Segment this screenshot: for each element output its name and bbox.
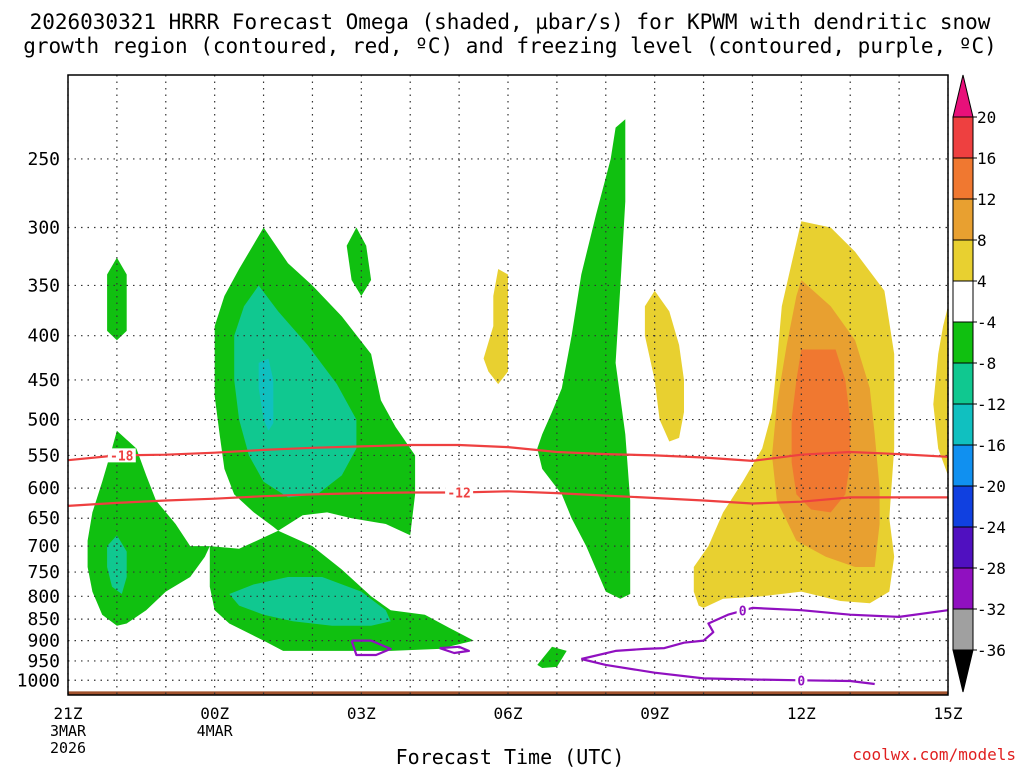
colorbar-swatch-1	[952, 157, 974, 200]
y-tick-label-950: 950	[27, 651, 60, 672]
colorbar-swatch-9	[952, 485, 974, 528]
x-tick-label-12Z: 12Z	[787, 704, 816, 723]
contour-freezing-level-east	[581, 606, 949, 661]
contour-label-dgz-minus12: -12	[447, 487, 470, 502]
y-tick-label-700: 700	[27, 536, 60, 557]
x-tick-label-21Z: 21Z	[54, 704, 83, 723]
y-tick-label-800: 800	[27, 586, 60, 607]
colorbar: 20 16 12 8 4 -4 -8 -12 -16 -20 -24 -28 -32 -36	[952, 74, 1006, 693]
colorbar-label--28: -28	[977, 559, 1006, 578]
contour-label-freezing-level-low: 0	[797, 674, 805, 689]
colorbar-swatch-0	[952, 116, 974, 159]
omega-region--4-5	[537, 646, 567, 668]
x-axis-label: Forecast Time (UTC)	[396, 745, 625, 768]
colorbar-label-16: 16	[977, 149, 996, 168]
contour-freezing-level-loop-b	[439, 645, 470, 655]
colorbar-label--16: -16	[977, 436, 1006, 455]
colorbar-swatch-6	[952, 362, 974, 405]
omega-region--8-7	[107, 535, 127, 594]
colorbar-swatch-3	[952, 239, 974, 282]
colorbar-swatch-5	[952, 321, 974, 364]
chart-title-line1: 2026030321 HRRR Forecast Omega (shaded, …	[30, 10, 991, 34]
contour-label-bg-freezing-level-low	[795, 673, 808, 688]
colorbar-label--4: -4	[977, 313, 996, 332]
colorbar-label-20: 20	[977, 108, 996, 127]
y-tick-label-750: 750	[27, 562, 60, 583]
x-tick-label-03Z: 03Z	[347, 704, 376, 723]
omega-region-12-16	[791, 349, 851, 513]
colorbar-label--20: -20	[977, 477, 1006, 496]
plot-area: -18 -12 0 0	[67, 74, 949, 696]
colorbar-label--12: -12	[977, 395, 1006, 414]
colorbar-swatch-2	[952, 198, 974, 241]
y-tick-label-500: 500	[27, 410, 60, 431]
omega-region--12-10	[258, 358, 274, 431]
contour-layer: -18 -12 0 0	[67, 443, 949, 689]
x-tick-label-06Z: 06Z	[494, 704, 523, 723]
contour-label-freezing-level-east: 0	[739, 605, 747, 620]
colorbar-label-4: 4	[977, 272, 987, 291]
y-tick-label-1000: 1000	[17, 670, 60, 691]
y-tick-label-650: 650	[27, 508, 60, 529]
y-tick-label-250: 250	[27, 149, 60, 170]
omega-region--8-8	[234, 285, 357, 498]
colorbar-swatch-11	[952, 567, 974, 610]
chart-title-line2: growth region (contoured, red, ºC) and f…	[23, 34, 997, 58]
colorbar-label-8: 8	[977, 231, 987, 250]
omega-region--8-9	[229, 577, 391, 626]
colorbar-swatch-12	[952, 608, 974, 651]
colorbar-label--8: -8	[977, 354, 996, 373]
contour-dgz-minus12	[67, 490, 948, 507]
x-tick-label-15Z: 15Z	[934, 704, 963, 723]
colorbar-swatch-10	[952, 526, 974, 569]
omega-region--4-4	[346, 227, 372, 296]
colorbar-label--24: -24	[977, 518, 1006, 537]
y-tick-label-350: 350	[27, 275, 60, 296]
y-tick-label-550: 550	[27, 445, 60, 466]
x-tick-label-00Z: 00Z	[200, 704, 229, 723]
colorbar-label--32: -32	[977, 600, 1006, 619]
y-tick-label-300: 300	[27, 217, 60, 238]
y-tick-label-600: 600	[27, 478, 60, 499]
y-tick-label-900: 900	[27, 631, 60, 652]
omega-region-4-12	[644, 290, 684, 442]
omega-region--4-0	[107, 257, 127, 341]
plot-frame	[67, 74, 949, 696]
colorbar-swatch-4	[952, 280, 974, 323]
omega-shading-layer	[87, 119, 948, 668]
contour-label-bg-dgz-minus12	[445, 485, 474, 500]
contour-dgz-minus18	[67, 443, 949, 462]
contour-freezing-level-loop-a	[350, 639, 392, 657]
y-axis: 2503003504004505005506006507007508008509…	[17, 149, 60, 691]
colorbar-label-12: 12	[977, 190, 996, 209]
x-tick-date-4MAR: 4MAR	[197, 722, 234, 740]
y-tick-label-400: 400	[27, 326, 60, 347]
y-tick-label-450: 450	[27, 370, 60, 391]
contour-label-bg-freezing-level-east	[736, 603, 749, 618]
colorbar-swatch-8	[952, 444, 974, 487]
colorbar-label--36: -36	[977, 641, 1006, 660]
x-tick-label-09Z: 09Z	[640, 704, 669, 723]
omega-region-4-14	[933, 306, 948, 476]
contour-label-dgz-minus18: -18	[110, 449, 134, 464]
colorbar-bottom-arrow	[952, 649, 974, 693]
x-tick-date-3MAR: 3MAR	[50, 722, 87, 740]
omega-region--4-6	[537, 119, 631, 599]
colorbar-swatch-7	[952, 403, 974, 446]
contour-freezing-level-low	[581, 657, 875, 686]
y-tick-label-850: 850	[27, 609, 60, 630]
contour-label-bg-dgz-minus18	[107, 448, 136, 463]
credit-text: coolwx.com/models	[852, 745, 1016, 764]
colorbar-top-arrow	[952, 74, 974, 118]
omega-region-4-11	[483, 269, 508, 385]
x-tick-year-2026: 2026	[50, 739, 86, 757]
